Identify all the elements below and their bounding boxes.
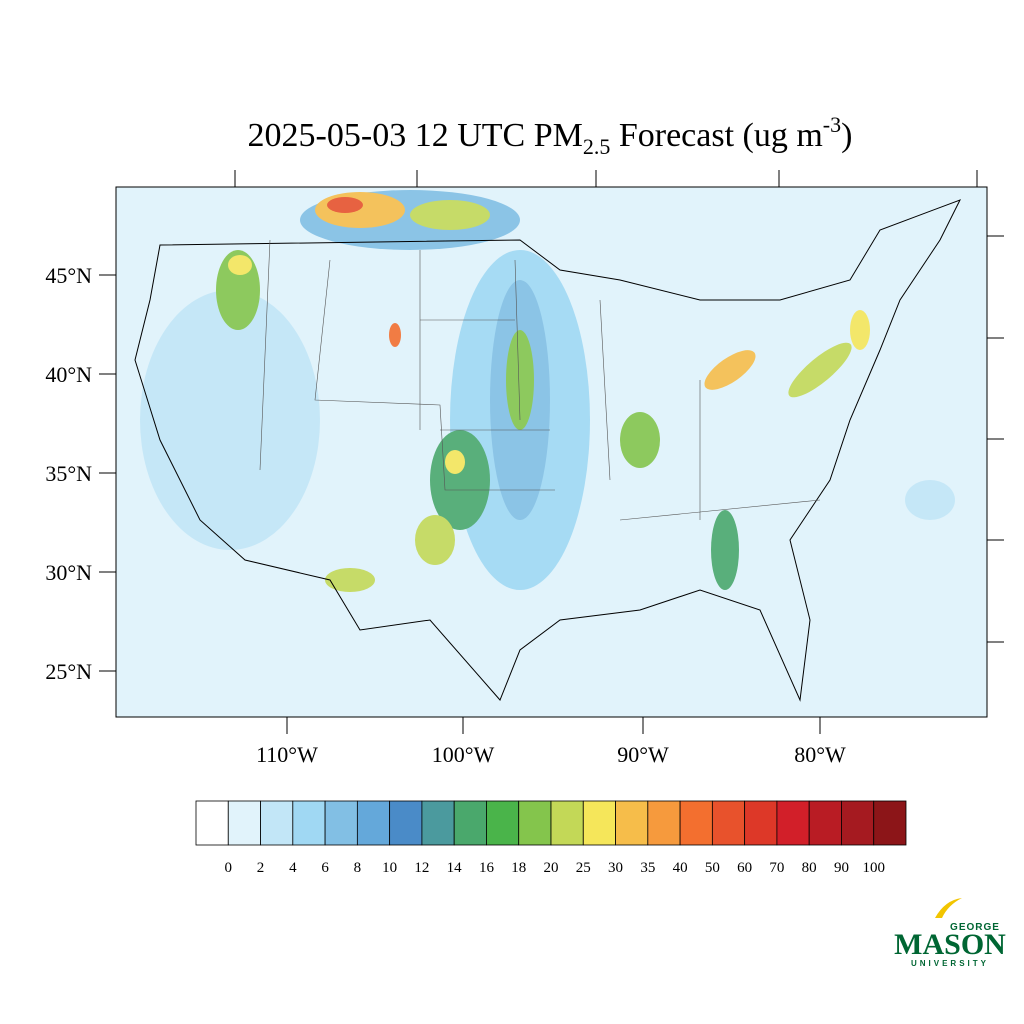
colorbar-box bbox=[292, 800, 326, 846]
colorbar-box bbox=[550, 800, 584, 846]
colorbar-box bbox=[421, 800, 455, 846]
colorbar-box bbox=[453, 800, 487, 846]
colorbar-box bbox=[841, 800, 875, 846]
colorbar-label: 50 bbox=[705, 860, 720, 876]
colorbar-label: 60 bbox=[737, 860, 752, 876]
frame-ticks bbox=[99, 170, 1004, 734]
colorbar-label: 12 bbox=[414, 860, 429, 876]
title-sub: 2.5 bbox=[583, 134, 611, 159]
axis-labels: 45°N 40°N 35°N 30°N 25°N 110°W 100°W 90°W 80°W bbox=[45, 263, 846, 767]
title-main: 2025-05-03 12 UTC PM bbox=[248, 117, 583, 154]
colorbar-box bbox=[389, 800, 423, 846]
colorbar: 0 2 4 6 8 10 12 14 16 18 20 25 30 35 40 50 60 70 80 90 100 bbox=[195, 800, 907, 876]
lon-label: 80°W bbox=[794, 742, 846, 767]
colorbar-box bbox=[873, 800, 907, 846]
colorbar-label: 100 bbox=[862, 860, 885, 876]
colorbar-box bbox=[711, 800, 746, 846]
lon-label: 100°W bbox=[432, 742, 495, 767]
colorbar-label: 14 bbox=[447, 860, 463, 876]
colorbar-label: 8 bbox=[354, 860, 362, 876]
colorbar-label: 16 bbox=[479, 860, 495, 876]
colorbar-box bbox=[260, 800, 294, 846]
colorbar-label: 4 bbox=[289, 860, 297, 876]
colorbar-box bbox=[744, 800, 778, 846]
colorbar-label: 40 bbox=[673, 860, 688, 876]
logo-flame bbox=[935, 898, 962, 918]
colorbar-box bbox=[615, 800, 649, 846]
colorbar-box bbox=[486, 800, 520, 846]
lon-label: 110°W bbox=[256, 742, 318, 767]
logo: GEORGE MASON UNIVERSITY bbox=[894, 898, 1006, 968]
colorbar-box bbox=[776, 800, 810, 846]
colorbar-box bbox=[227, 800, 261, 846]
colorbar-box bbox=[324, 800, 358, 846]
title-sup: -3 bbox=[823, 112, 841, 137]
colorbar-label: 2 bbox=[257, 860, 265, 876]
logo-main: MASON bbox=[894, 928, 1006, 961]
colorbar-box bbox=[356, 800, 391, 846]
title-end: ) bbox=[841, 117, 852, 154]
logo-top: GEORGE bbox=[950, 922, 1000, 933]
colorbar-box bbox=[582, 800, 616, 846]
colorbar-box bbox=[808, 800, 842, 846]
colorbar-label: 30 bbox=[608, 860, 623, 876]
title-rest: Forecast (ug m bbox=[610, 117, 822, 154]
colorbar-box bbox=[647, 800, 681, 846]
lat-label: 30°N bbox=[45, 560, 92, 585]
colorbar-label: 20 bbox=[544, 860, 559, 876]
map-frame bbox=[115, 186, 988, 718]
colorbar-box bbox=[518, 800, 552, 846]
colorbar-label: 0 bbox=[225, 860, 233, 876]
coastline bbox=[134, 199, 962, 702]
lat-label: 35°N bbox=[45, 461, 92, 486]
colorbar-box bbox=[679, 800, 713, 846]
colorbar-label: 10 bbox=[382, 860, 397, 876]
colorbar-label: 35 bbox=[640, 860, 655, 876]
colorbar-label: 80 bbox=[802, 860, 817, 876]
lon-label: 90°W bbox=[617, 742, 669, 767]
colorbar-label: 18 bbox=[511, 860, 526, 876]
colorbar-label: 90 bbox=[834, 860, 849, 876]
colorbar-label: 25 bbox=[576, 860, 591, 876]
title: 2025-05-03 12 UTC PM2.5 Forecast (ug m-3… bbox=[248, 112, 853, 159]
logo-bottom: UNIVERSITY bbox=[911, 959, 989, 968]
colorbar-label: 6 bbox=[321, 860, 329, 876]
lat-label: 25°N bbox=[45, 659, 92, 684]
plumes bbox=[140, 190, 955, 592]
map bbox=[99, 170, 1004, 734]
lat-label: 45°N bbox=[45, 263, 92, 288]
state-borders bbox=[259, 239, 821, 521]
colorbar-label: 70 bbox=[769, 860, 784, 876]
lat-label: 40°N bbox=[45, 362, 92, 387]
colorbar-box bbox=[195, 800, 229, 846]
